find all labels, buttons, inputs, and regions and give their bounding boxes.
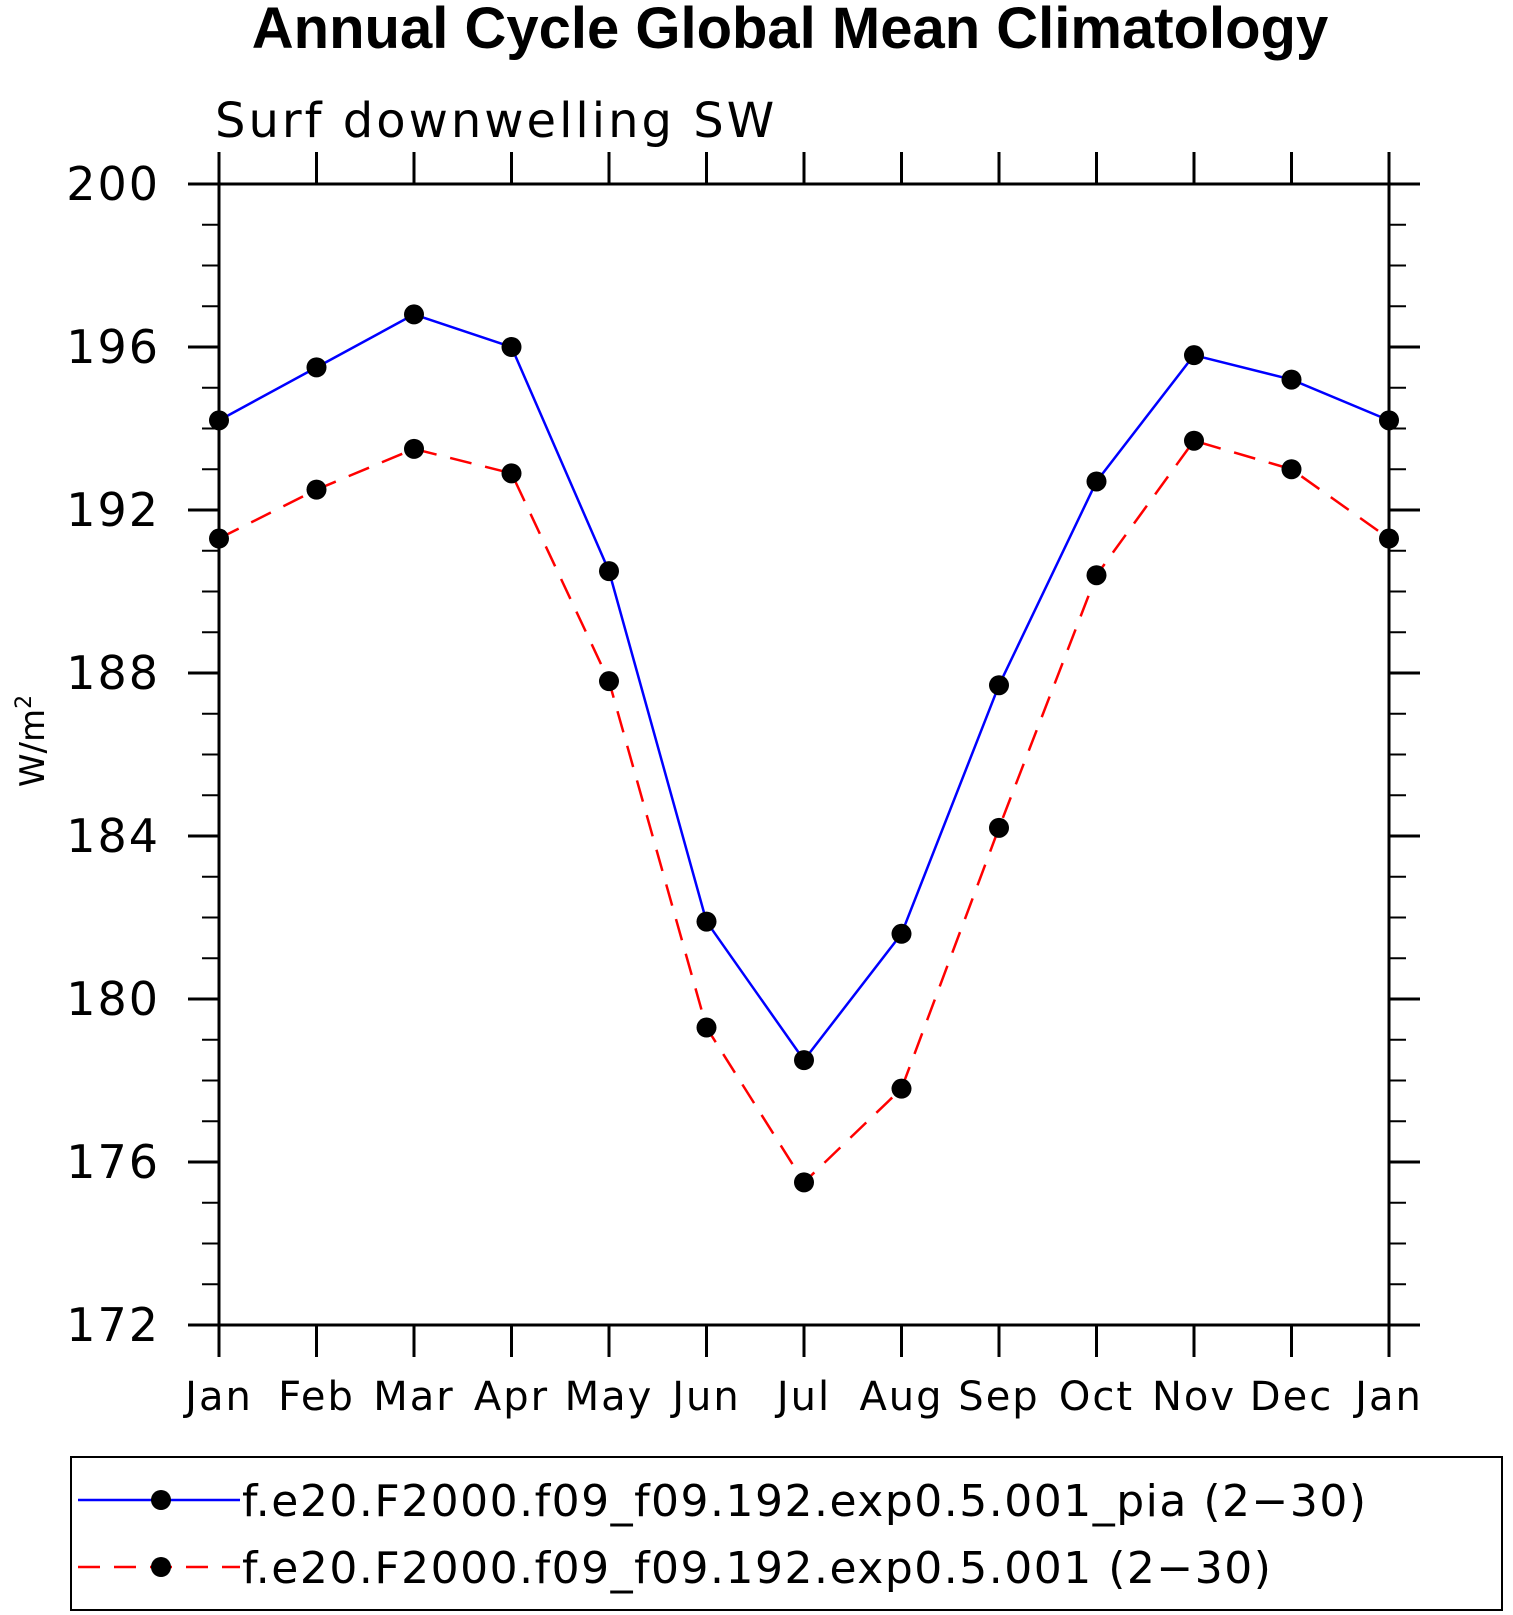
legend-label-series-1: f.e20.F2000.f09_f09.192.exp0.5.001_pia (… <box>242 1476 1368 1527</box>
series-layer <box>209 304 1399 1193</box>
x-tick-label: Oct <box>1059 1374 1134 1420</box>
y-tick-label: 188 <box>66 646 160 700</box>
y-tick-label: 200 <box>66 157 160 211</box>
legend-label-series-2: f.e20.F2000.f09_f09.192.exp0.5.001 (2−30… <box>242 1543 1272 1594</box>
x-tick-label: Sep <box>958 1374 1039 1420</box>
data-point-series-2 <box>209 528 229 549</box>
y-axis-label-text: W/m <box>13 709 53 787</box>
plot-frame <box>217 182 1391 1327</box>
data-point-series-2 <box>1281 459 1302 480</box>
data-point-series-2 <box>696 1017 717 1038</box>
y-axis-label: W/m2 <box>12 695 53 787</box>
data-point-series-2 <box>404 438 424 459</box>
x-tick-label: Feb <box>278 1374 355 1420</box>
legend: f.e20.F2000.f09_f09.192.exp0.5.001_pia (… <box>70 1456 1503 1611</box>
data-point-series-1 <box>501 337 522 357</box>
x-tick-label: Dec <box>1250 1374 1333 1420</box>
x-tick-label: Aug <box>859 1374 943 1420</box>
data-point-series-1 <box>989 675 1009 696</box>
data-point-series-2 <box>794 1172 814 1193</box>
y-tick-label: 180 <box>66 972 160 1026</box>
chart-subtitle: Surf downwelling SW <box>215 93 777 149</box>
data-point-series-2 <box>599 671 619 692</box>
y-axis-label-superscript: 2 <box>12 695 37 709</box>
legend-marker-series-1 <box>151 1490 171 1510</box>
data-point-series-1 <box>696 911 717 932</box>
y-tick-label: 196 <box>66 320 160 374</box>
data-point-series-1 <box>1184 345 1204 366</box>
y-tick-label: 176 <box>66 1135 160 1189</box>
data-point-series-2 <box>306 479 327 500</box>
data-point-series-2 <box>1379 528 1399 549</box>
data-point-series-1 <box>1281 369 1302 390</box>
data-point-series-1 <box>1086 471 1107 492</box>
data-point-series-2 <box>501 463 522 484</box>
data-point-series-2 <box>1086 565 1107 586</box>
data-point-series-2 <box>989 817 1009 838</box>
data-point-series-1 <box>306 357 327 378</box>
y-tick-label: 192 <box>66 483 160 537</box>
x-tick-label: Jun <box>669 1374 741 1420</box>
x-tick-label: Apr <box>474 1374 549 1420</box>
data-point-series-2 <box>1184 430 1204 451</box>
chart-title: Annual Cycle Global Mean Climatology <box>252 0 1328 61</box>
data-point-series-1 <box>404 304 424 325</box>
series-line-2 <box>218 439 1390 1184</box>
x-tick-label: May <box>565 1374 654 1420</box>
y-tick-label: 172 <box>66 1298 160 1352</box>
data-point-series-1 <box>1379 410 1399 431</box>
legend-box <box>70 1456 1503 1611</box>
y-tick-label: 184 <box>66 809 160 863</box>
x-tick-label: Mar <box>373 1374 454 1420</box>
series-line-1 <box>218 313 1390 1062</box>
data-point-series-1 <box>209 410 229 431</box>
x-tick-label: Nov <box>1152 1374 1236 1420</box>
axes: 172 176 180 184 188 192 196 200 Jan Feb Mar Apr May J… <box>66 152 1423 1420</box>
data-point-series-1 <box>891 923 912 944</box>
legend-marker-series-2 <box>151 1557 171 1577</box>
x-tick-label: Jul <box>774 1374 831 1420</box>
data-point-series-1 <box>794 1050 814 1071</box>
data-point-series-1 <box>599 561 619 582</box>
data-point-series-2 <box>891 1078 912 1099</box>
x-tick-label: Jan <box>182 1374 253 1420</box>
x-tick-label: Jan <box>1352 1374 1423 1420</box>
